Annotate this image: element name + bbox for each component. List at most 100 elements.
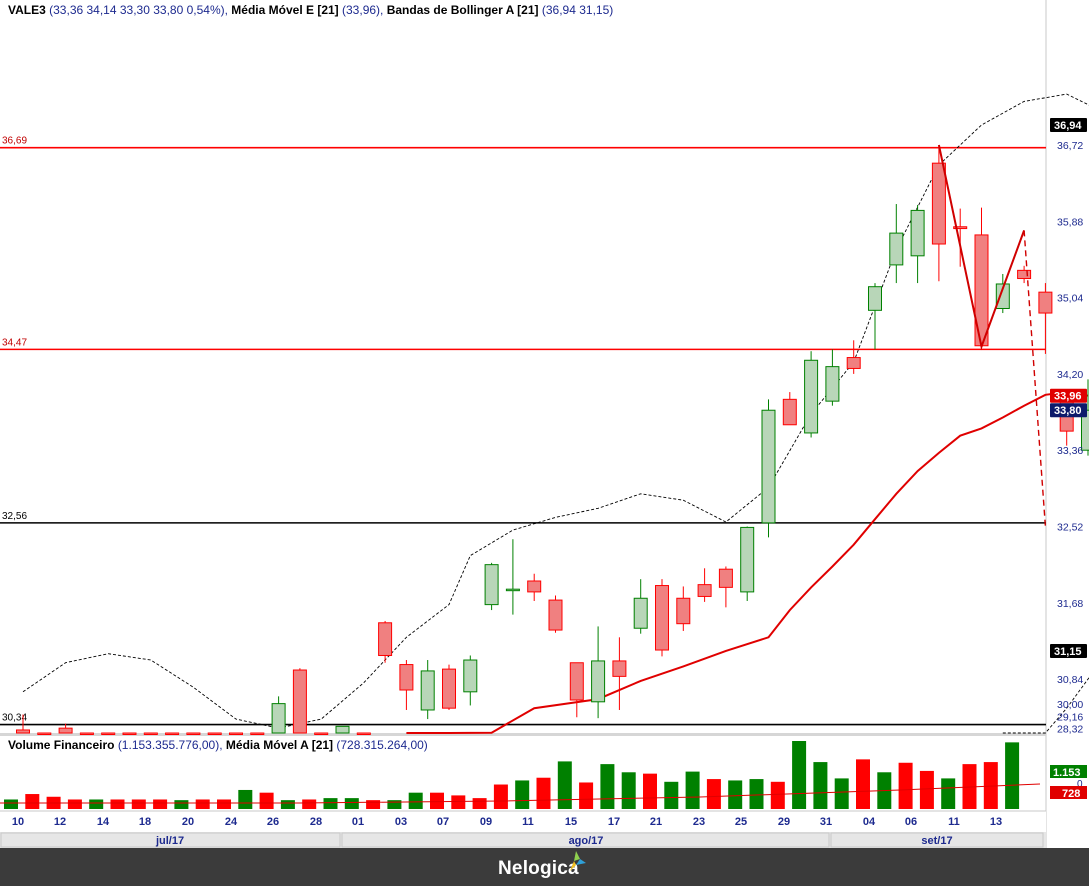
volume-bar[interactable] bbox=[451, 795, 466, 809]
volume-bar[interactable] bbox=[238, 789, 253, 809]
volume-bar[interactable] bbox=[493, 784, 508, 809]
volume-bar[interactable] bbox=[600, 764, 615, 809]
candle[interactable] bbox=[186, 732, 201, 735]
candle[interactable] bbox=[207, 732, 222, 735]
volume-bar[interactable] bbox=[25, 794, 40, 809]
candle[interactable] bbox=[718, 566, 733, 608]
candle[interactable] bbox=[229, 732, 243, 735]
candle[interactable] bbox=[633, 579, 648, 634]
candle-body bbox=[953, 226, 968, 230]
volume-bar[interactable] bbox=[408, 792, 423, 809]
candle[interactable] bbox=[292, 668, 307, 734]
candle[interactable] bbox=[335, 725, 350, 734]
volume-bar[interactable] bbox=[110, 799, 125, 809]
volume-bar[interactable] bbox=[4, 799, 18, 809]
candle[interactable] bbox=[356, 732, 371, 735]
candle[interactable] bbox=[761, 399, 776, 538]
volume-bar[interactable] bbox=[856, 759, 870, 809]
candle[interactable] bbox=[740, 526, 755, 601]
volume-bar[interactable] bbox=[728, 780, 743, 809]
volume-bar[interactable] bbox=[643, 773, 657, 809]
candle[interactable] bbox=[697, 568, 712, 602]
volume-bar[interactable] bbox=[302, 799, 317, 809]
candle[interactable] bbox=[612, 637, 627, 710]
candle[interactable] bbox=[58, 723, 73, 734]
candle[interactable] bbox=[442, 664, 456, 710]
volume-bar[interactable] bbox=[259, 792, 274, 809]
volume-bar[interactable] bbox=[472, 798, 487, 809]
candle[interactable] bbox=[1081, 379, 1089, 456]
candle[interactable] bbox=[804, 351, 819, 438]
volume-bar[interactable] bbox=[983, 762, 998, 809]
candle[interactable] bbox=[271, 696, 286, 734]
candle[interactable] bbox=[846, 340, 861, 374]
candle[interactable] bbox=[995, 273, 1010, 314]
candle[interactable] bbox=[591, 626, 606, 719]
candle[interactable] bbox=[889, 204, 904, 284]
volume-bar[interactable] bbox=[834, 778, 849, 809]
volume-bar[interactable] bbox=[770, 781, 785, 809]
volume-bar[interactable] bbox=[941, 778, 956, 809]
volume-bar[interactable] bbox=[579, 782, 594, 809]
candle[interactable] bbox=[122, 732, 137, 735]
volume-bar[interactable] bbox=[217, 799, 231, 809]
volume-bar[interactable] bbox=[792, 741, 807, 809]
candle[interactable] bbox=[1017, 265, 1032, 284]
candle[interactable] bbox=[825, 349, 840, 406]
volume-bar[interactable] bbox=[430, 792, 444, 809]
candle[interactable] bbox=[1038, 283, 1053, 354]
candle[interactable] bbox=[143, 732, 158, 735]
pattern-zigzag-line[interactable] bbox=[937, 144, 1026, 351]
volume-bar[interactable] bbox=[749, 779, 764, 809]
candle[interactable] bbox=[16, 714, 30, 734]
volume-bar[interactable] bbox=[1005, 742, 1020, 809]
volume-bar[interactable] bbox=[280, 800, 295, 809]
volume-bar[interactable] bbox=[323, 798, 338, 809]
volume-bar[interactable] bbox=[515, 780, 530, 809]
volume-bar[interactable] bbox=[131, 799, 146, 809]
candle[interactable] bbox=[165, 732, 180, 735]
volume-bar[interactable] bbox=[174, 800, 189, 809]
candle[interactable] bbox=[399, 660, 414, 710]
candle[interactable] bbox=[931, 145, 946, 282]
volume-bar[interactable] bbox=[664, 781, 679, 809]
volume-bar[interactable] bbox=[89, 799, 104, 809]
volume-bar[interactable] bbox=[557, 761, 572, 809]
volume-bar[interactable] bbox=[706, 779, 721, 809]
volume-bar[interactable] bbox=[898, 762, 913, 809]
volume-bar[interactable] bbox=[621, 772, 636, 809]
volume-bar[interactable] bbox=[366, 800, 381, 809]
candle[interactable] bbox=[420, 660, 435, 720]
candle[interactable] bbox=[79, 732, 94, 735]
volume-bar[interactable] bbox=[67, 799, 82, 809]
candle[interactable] bbox=[37, 732, 52, 735]
volume-bar[interactable] bbox=[919, 770, 934, 809]
candle[interactable] bbox=[569, 662, 584, 718]
volume-bar[interactable] bbox=[536, 777, 551, 809]
candle[interactable] bbox=[953, 208, 968, 267]
candle[interactable] bbox=[378, 620, 393, 663]
volume-bar[interactable] bbox=[813, 762, 828, 809]
candle[interactable] bbox=[655, 579, 669, 657]
candle[interactable] bbox=[463, 655, 478, 706]
price-tick-label: 35,04 bbox=[1057, 293, 1083, 305]
candle[interactable] bbox=[868, 283, 882, 350]
volume-bar[interactable] bbox=[387, 800, 402, 809]
volume-bar[interactable] bbox=[195, 799, 210, 809]
candle[interactable] bbox=[782, 392, 797, 426]
candle[interactable] bbox=[527, 573, 542, 601]
candle[interactable] bbox=[974, 207, 989, 350]
volume-bar[interactable] bbox=[344, 798, 359, 809]
candle[interactable] bbox=[505, 539, 520, 615]
candle[interactable] bbox=[101, 732, 116, 735]
candle[interactable] bbox=[314, 732, 329, 735]
candle[interactable] bbox=[910, 204, 925, 284]
candle[interactable] bbox=[548, 595, 563, 633]
candle[interactable] bbox=[250, 732, 265, 735]
candle[interactable] bbox=[484, 562, 499, 611]
volume-bar[interactable] bbox=[685, 771, 700, 809]
date-tick-label: 11 bbox=[522, 816, 534, 828]
volume-bar[interactable] bbox=[153, 799, 168, 809]
candle[interactable] bbox=[676, 586, 691, 631]
